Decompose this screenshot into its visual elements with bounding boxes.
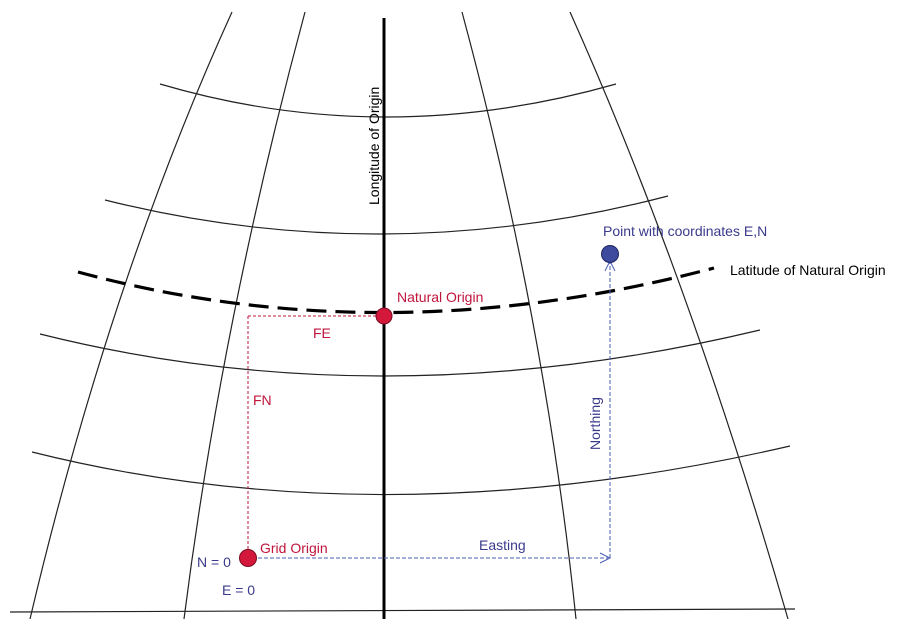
grid-origin-point	[239, 549, 257, 567]
point-label: Point with coordinates E,N	[603, 223, 767, 239]
coordinate-point	[601, 245, 619, 263]
easting-arrowhead	[599, 552, 612, 564]
e-zero-label: E = 0	[222, 582, 255, 598]
fe-label: FE	[313, 325, 331, 341]
meridian-line	[183, 11, 306, 620]
meridian-line	[569, 11, 789, 620]
false-offsets	[247, 315, 383, 556]
parallel-line	[39, 329, 761, 377]
latitude-of-natural-origin-label: Latitude of Natural Origin	[730, 262, 886, 278]
fn-label: FN	[253, 392, 272, 408]
natural-origin-label: Natural Origin	[397, 289, 483, 305]
parallel-line	[104, 195, 669, 235]
northing-label: Northing	[587, 397, 603, 450]
graticule	[9, 11, 796, 620]
parallel-line	[159, 83, 617, 118]
meridian-line	[461, 11, 577, 620]
easting-label: Easting	[479, 537, 526, 553]
latitude-of-natural-origin-line	[77, 266, 715, 315]
baseline	[9, 608, 796, 613]
parallel-line	[31, 445, 791, 496]
n-zero-label: N = 0	[197, 554, 231, 570]
coordinate-arrows	[258, 262, 611, 559]
longitude-of-origin-label: Longitude of Origin	[366, 87, 382, 205]
grid-origin-label: Grid Origin	[260, 540, 328, 556]
meridian-line	[29, 11, 233, 620]
natural-origin-point	[375, 307, 393, 325]
